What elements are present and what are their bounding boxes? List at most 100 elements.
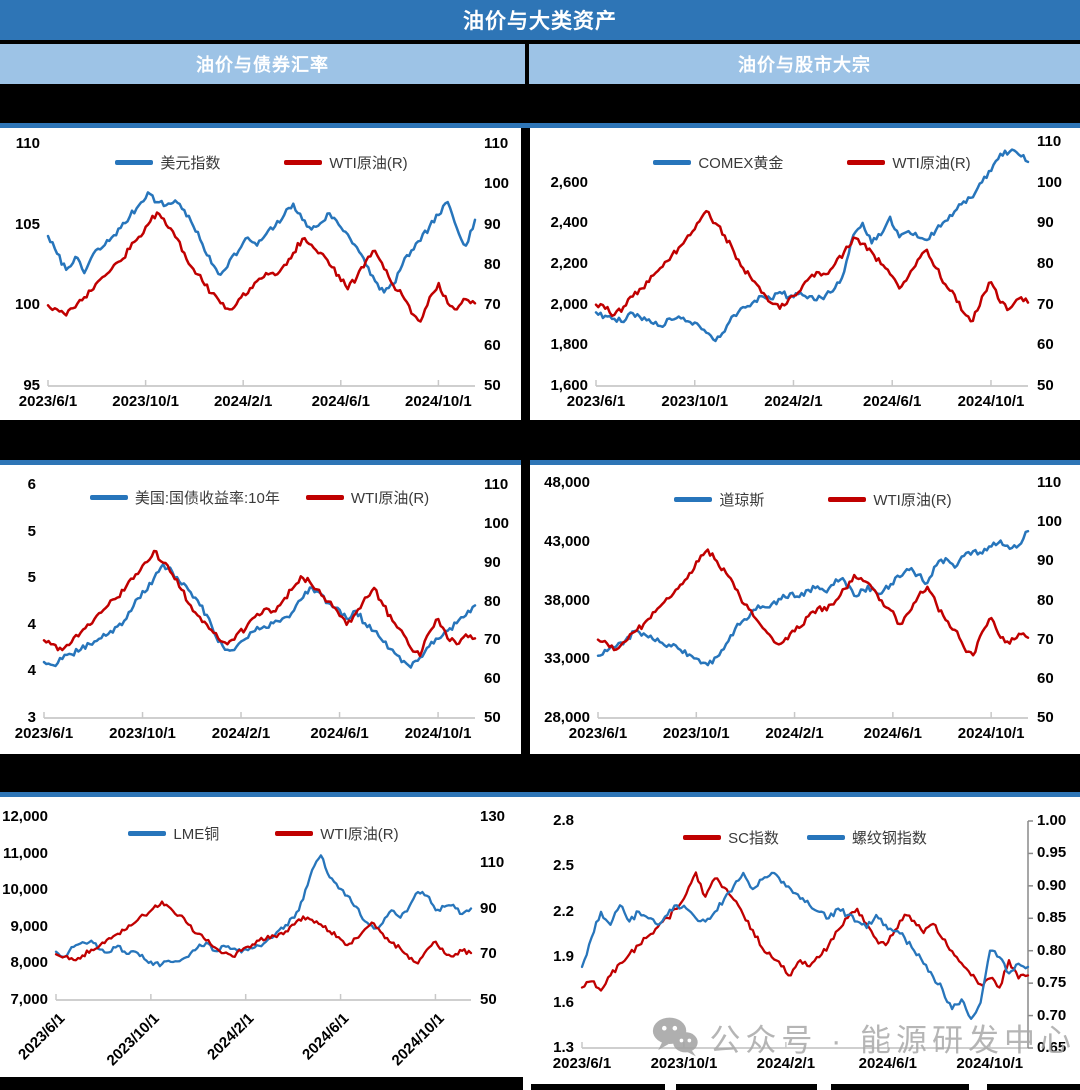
legend-item: WTI原油(R): [284, 152, 408, 173]
x-axis-tick-label: 2024/10/1: [957, 725, 1025, 742]
bottom-band-left: [0, 1077, 523, 1090]
x-axis-tick-label: 2024/10/1: [404, 725, 472, 742]
chart-panel-lme-copper: 12,000 11,000 10,000 9,000 8,000 7,000 130 110 9…: [0, 799, 521, 1080]
legend-item: 螺纹钢指数: [806, 827, 927, 848]
legend-swatch: [115, 160, 154, 165]
x-axis-tick-label: 2024/2/1: [764, 393, 823, 410]
x-axis-tick-label: 2024/6/1: [858, 1055, 917, 1072]
left-axis-tick-label: 5: [27, 569, 36, 587]
left-axis-tick-label: 1.9: [553, 948, 574, 966]
right-axis-tick-label: 70: [484, 296, 501, 314]
series-line-WTI原油(R): [42, 549, 477, 658]
right-axis-tick-label: 70: [480, 945, 497, 963]
x-axis-tick-label: 2023/6/1: [18, 393, 78, 410]
chart-legend: COMEX黄金 WTI原油(R): [596, 152, 1028, 173]
right-axis-tick-label: 90: [1037, 214, 1054, 232]
chart-plot-usd-index-vs-wti: [46, 191, 477, 387]
x-axis-tick-label: 2023/6/1: [568, 725, 628, 742]
legend-swatch: [828, 497, 867, 502]
redaction-band-2: [0, 420, 1080, 462]
legend-label: 美国:国债收益率:10年: [134, 490, 280, 507]
series-line-WTI原油(R): [594, 209, 1030, 323]
series-line-WTI原油(R): [54, 900, 473, 965]
x-axis-tick-label: 2023/10/1: [662, 725, 730, 742]
left-axis-tick-label: 33,000: [544, 650, 590, 668]
series-line-WTI原油(R): [46, 211, 477, 323]
legend-label: WTI原油(R): [892, 155, 971, 172]
right-axis-tick-label: 90: [484, 215, 501, 233]
redaction-band-3: [0, 754, 1080, 794]
right-axis-tick-label: 90: [480, 899, 497, 917]
x-axis-tick-label: 2024/6/1: [863, 725, 923, 742]
legend-item: 美元指数: [115, 152, 220, 173]
legend-item: LME铜: [128, 823, 219, 844]
chart-plot-comex-gold-vs-wti: [594, 148, 1030, 387]
left-axis-tick-label: 38,000: [544, 591, 590, 609]
right-axis-tick-label: 50: [480, 991, 497, 1008]
left-axis-tick-label: 2.2: [553, 902, 574, 920]
legend-swatch: [275, 831, 314, 836]
left-axis-tick-label: 2,000: [550, 295, 588, 313]
x-axis-tick-label: 2023/6/1: [552, 1055, 612, 1072]
right-axis-tick-label: 60: [484, 670, 501, 688]
right-axis-tick-label: 60: [1037, 669, 1054, 687]
right-axis-tick-label: 60: [1037, 336, 1054, 354]
chart-plot-dow-jones-vs-wti: [596, 529, 1030, 719]
legend-label: LME铜: [173, 826, 220, 843]
left-axis-tick-label: 1,800: [550, 336, 588, 354]
right-axis-tick-label: 50: [1037, 377, 1054, 394]
chart-panel-dow-jones: 48,000 43,000 38,000 33,000 28,000 110 100 90 80…: [530, 467, 1080, 754]
left-axis-tick-label: 1,600: [550, 377, 588, 394]
series-line-道琼斯: [596, 529, 1030, 667]
x-axis-tick-label: 2024/10/1: [957, 393, 1025, 410]
left-axis-tick-label: 2,200: [550, 255, 588, 272]
x-axis-tick-label: 2024/6/1: [863, 393, 922, 410]
series-line-WTI原油(R): [596, 548, 1030, 657]
left-axis-tick-label: 43,000: [544, 532, 590, 550]
right-axis-tick-label: 110: [484, 135, 509, 152]
x-axis-tick-label: 2024/10/1: [956, 1055, 1024, 1072]
right-axis-tick-label: 50: [484, 709, 501, 726]
section-header-bonds-fx-text: 油价与债券汇率: [196, 55, 329, 75]
right-axis-tick-label: 0.85: [1037, 909, 1067, 927]
chart-legend: 美元指数 WTI原油(R): [48, 152, 475, 173]
right-axis-tick-label: 80: [1037, 591, 1054, 609]
legend-swatch: [653, 160, 692, 165]
left-axis-tick-label: 2.5: [553, 857, 574, 875]
section-header-bonds-fx: 油价与债券汇率: [0, 44, 525, 84]
section-header-stocks-commodities: 油价与股市大宗: [529, 44, 1080, 84]
legend-label: WTI原油(R): [329, 155, 408, 172]
bottom-band-seg-2: [676, 1084, 817, 1090]
separator-line-2: [0, 460, 1080, 465]
chart-panel-sc-rebar: 2.8 2.5 2.2 1.9 1.6 1.3 1.00 0.95 0.90 0.85 0.80 0.…: [530, 799, 1080, 1080]
x-axis-tick-label: 2023/10/1: [661, 393, 729, 410]
column-divider: [521, 128, 530, 754]
chart-legend: 道琼斯 WTI原油(R): [598, 489, 1028, 510]
legend-label: 螺纹钢指数: [851, 830, 927, 847]
left-axis-tick-label: 3: [27, 709, 36, 726]
left-axis-tick-label: 110: [15, 135, 40, 152]
right-axis-tick-label: 130: [480, 808, 506, 825]
left-axis-tick-label: 2,400: [550, 214, 588, 232]
header-divider: [0, 40, 1080, 44]
right-axis-tick-label: 1.00: [1037, 812, 1067, 829]
chart-legend: LME铜 WTI原油(R): [56, 823, 471, 844]
x-axis-tick-label: 2023/6/1: [14, 725, 74, 742]
legend-item: SC指数: [683, 827, 779, 848]
x-axis-tick-label: 2024/6/1: [310, 725, 369, 742]
legend-label: SC指数: [728, 830, 779, 847]
left-axis-tick-label: 10,000: [2, 881, 48, 899]
left-axis-tick-label: 2,600: [550, 173, 588, 191]
legend-swatch: [89, 495, 128, 500]
right-axis-tick-label: 0.70: [1037, 1006, 1067, 1024]
subheader-divider: [525, 44, 529, 84]
legend-swatch: [674, 497, 713, 502]
legend-label: WTI原油(R): [873, 492, 952, 509]
right-axis-tick-label: 0.75: [1037, 974, 1067, 992]
legend-label: 道琼斯: [719, 492, 765, 509]
left-axis-tick-label: 95: [23, 377, 40, 394]
x-axis-tick-label: 2024/10/1: [405, 393, 472, 410]
right-axis-tick-label: 0.90: [1037, 876, 1067, 894]
legend-label: WTI原油(R): [320, 826, 399, 843]
legend-label: WTI原油(R): [350, 490, 430, 507]
